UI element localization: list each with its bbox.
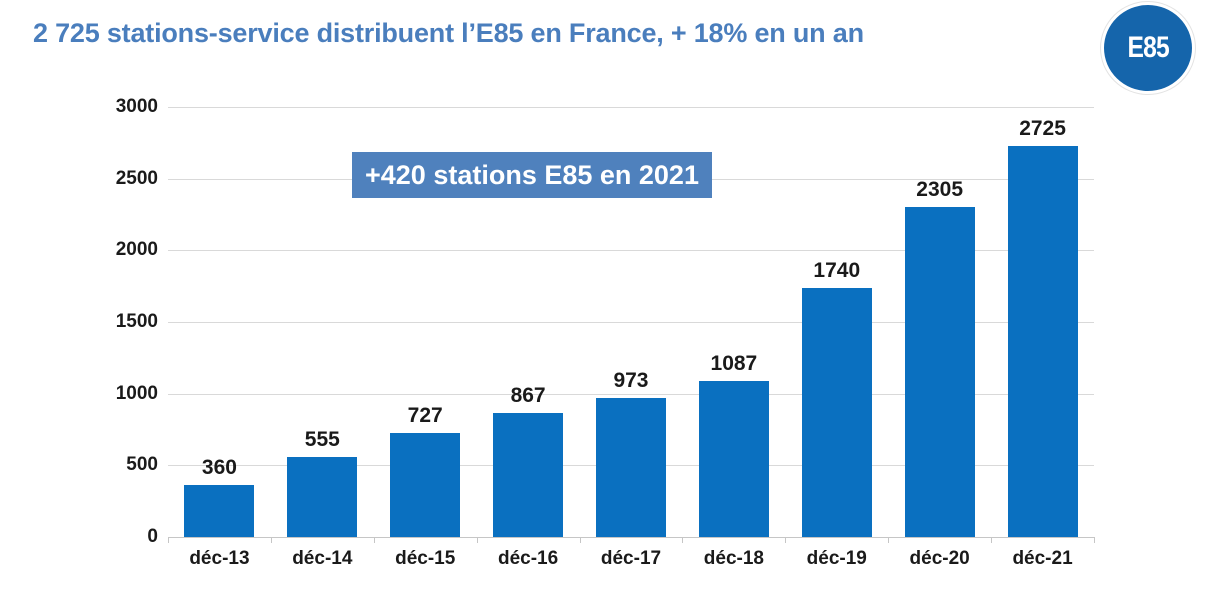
gridline-3000 bbox=[168, 107, 1094, 108]
chart-title: 2 725 stations-service distribuent l’E85… bbox=[33, 18, 864, 48]
x-tick-mark bbox=[477, 537, 478, 543]
bar-déc-21 bbox=[1007, 146, 1078, 537]
x-tick-mark bbox=[1094, 537, 1095, 543]
y-tick-label-1500: 1500 bbox=[115, 311, 158, 332]
x-tick-mark bbox=[888, 537, 889, 543]
e85-badge: E85 bbox=[1101, 2, 1195, 94]
value-label-déc-20: 2305 bbox=[916, 178, 964, 201]
bar-déc-19 bbox=[801, 288, 872, 537]
y-tick-label-500: 500 bbox=[126, 454, 158, 476]
y-tick-label-2500: 2500 bbox=[115, 167, 158, 189]
bar-déc-17 bbox=[596, 398, 666, 537]
gridline-2000 bbox=[168, 250, 1094, 252]
bar-déc-13 bbox=[184, 485, 255, 537]
x-category-label-déc-17: déc-17 bbox=[600, 548, 662, 569]
x-tick-mark bbox=[271, 537, 272, 543]
x-category-label-déc-18: déc-18 bbox=[703, 548, 764, 569]
bar-déc-14 bbox=[287, 457, 358, 537]
x-category-label-déc-21: déc-21 bbox=[1012, 548, 1073, 569]
x-category-label-déc-16: déc-16 bbox=[497, 548, 559, 569]
y-tick-label-0: 0 bbox=[147, 526, 158, 547]
x-axis-line bbox=[168, 537, 1094, 538]
value-label-déc-19: 1740 bbox=[813, 259, 861, 282]
plot-area: 360 déc-13 555 déc-14 727 déc-15 867 déc-16 973 d… bbox=[168, 107, 1095, 569]
y-tick-label-2000: 2000 bbox=[115, 239, 158, 261]
x-tick-mark bbox=[374, 537, 375, 543]
y-tick-label-1000: 1000 bbox=[115, 382, 158, 404]
value-label-déc-16: 867 bbox=[510, 384, 546, 407]
x-category-label-déc-15: déc-15 bbox=[395, 548, 456, 569]
y-tick-label-3000: 3000 bbox=[115, 96, 158, 117]
value-label-déc-14: 555 bbox=[304, 428, 340, 451]
x-tick-mark bbox=[682, 537, 683, 543]
x-category-label-déc-13: déc-13 bbox=[189, 548, 250, 569]
gridline-1500 bbox=[168, 322, 1094, 323]
bar-déc-16 bbox=[493, 413, 564, 537]
value-label-déc-18: 1087 bbox=[710, 352, 758, 375]
x-tick-mark bbox=[991, 537, 992, 543]
annotation-box: +420 stations E85 en 2021 bbox=[352, 152, 712, 198]
value-label-déc-21: 2725 bbox=[1019, 117, 1066, 140]
x-tick-mark bbox=[168, 537, 169, 543]
e85-badge-label: E85 bbox=[1127, 31, 1169, 64]
bar-déc-18 bbox=[698, 381, 769, 537]
gridline-1000 bbox=[168, 393, 1094, 395]
x-tick-mark bbox=[785, 537, 786, 543]
x-category-label-déc-14: déc-14 bbox=[292, 548, 353, 569]
value-label-déc-17: 973 bbox=[613, 369, 649, 392]
x-category-label-déc-20: déc-20 bbox=[909, 548, 970, 569]
value-label-déc-15: 727 bbox=[407, 404, 443, 427]
bar-déc-20 bbox=[904, 207, 975, 537]
bar-déc-15 bbox=[390, 433, 461, 537]
value-label-déc-13: 360 bbox=[201, 456, 237, 479]
x-tick-mark bbox=[580, 537, 581, 543]
x-category-label-déc-19: déc-19 bbox=[806, 548, 867, 569]
y-axis: 0 500 1000 1500 2000 2500 3000 bbox=[55, 96, 158, 547]
